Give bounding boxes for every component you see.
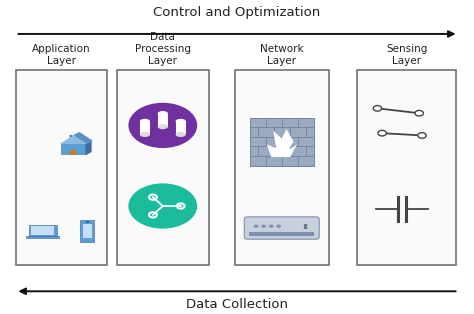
Circle shape: [128, 183, 197, 229]
Text: Data Collection: Data Collection: [186, 298, 288, 311]
Circle shape: [378, 130, 386, 136]
FancyBboxPatch shape: [357, 70, 456, 265]
Circle shape: [269, 225, 273, 228]
Circle shape: [415, 111, 423, 116]
Bar: [31, 226, 54, 235]
Polygon shape: [73, 132, 93, 144]
Circle shape: [261, 225, 266, 228]
Bar: [157, 114, 168, 127]
Bar: [249, 232, 314, 236]
Bar: [298, 156, 314, 166]
Polygon shape: [61, 144, 85, 155]
Bar: [290, 147, 306, 156]
Bar: [274, 147, 290, 156]
Bar: [83, 224, 92, 239]
Bar: [298, 118, 314, 127]
Bar: [250, 156, 266, 166]
Bar: [81, 219, 94, 242]
Bar: [258, 147, 274, 156]
Ellipse shape: [157, 124, 168, 129]
Bar: [266, 118, 282, 127]
Text: Control and Optimization: Control and Optimization: [154, 6, 320, 19]
FancyBboxPatch shape: [244, 217, 319, 239]
Bar: [250, 137, 266, 147]
FancyBboxPatch shape: [117, 70, 209, 265]
Text: Sensing
Layer: Sensing Layer: [386, 44, 428, 67]
Bar: [306, 127, 314, 137]
Bar: [290, 127, 306, 137]
Circle shape: [418, 133, 426, 138]
Ellipse shape: [140, 132, 150, 137]
Bar: [28, 225, 56, 236]
Bar: [266, 137, 282, 147]
Circle shape: [276, 225, 281, 228]
Bar: [175, 122, 186, 134]
Ellipse shape: [175, 119, 186, 124]
Bar: [250, 118, 266, 127]
Bar: [306, 147, 314, 156]
Bar: [282, 118, 298, 127]
Bar: [258, 127, 274, 137]
Bar: [250, 127, 258, 137]
Bar: [70, 150, 76, 155]
Ellipse shape: [175, 132, 186, 137]
Polygon shape: [267, 129, 297, 157]
Ellipse shape: [157, 111, 168, 116]
Bar: [274, 127, 290, 137]
Circle shape: [254, 225, 258, 228]
Bar: [140, 122, 150, 134]
Bar: [26, 236, 59, 238]
Bar: [86, 221, 89, 223]
Bar: [282, 137, 298, 147]
Text: Network
Layer: Network Layer: [260, 44, 303, 67]
Circle shape: [128, 103, 197, 148]
Bar: [298, 137, 314, 147]
Bar: [250, 118, 314, 166]
Circle shape: [69, 135, 73, 137]
Ellipse shape: [140, 119, 150, 124]
FancyBboxPatch shape: [235, 70, 329, 265]
FancyBboxPatch shape: [16, 70, 108, 265]
Polygon shape: [60, 135, 87, 144]
Circle shape: [373, 106, 382, 111]
Text: Data
Processing
Layer: Data Processing Layer: [135, 32, 191, 67]
Polygon shape: [85, 141, 91, 155]
Bar: [250, 147, 258, 156]
Text: Application
Layer: Application Layer: [32, 44, 91, 67]
Bar: [282, 156, 298, 166]
Bar: [266, 156, 282, 166]
